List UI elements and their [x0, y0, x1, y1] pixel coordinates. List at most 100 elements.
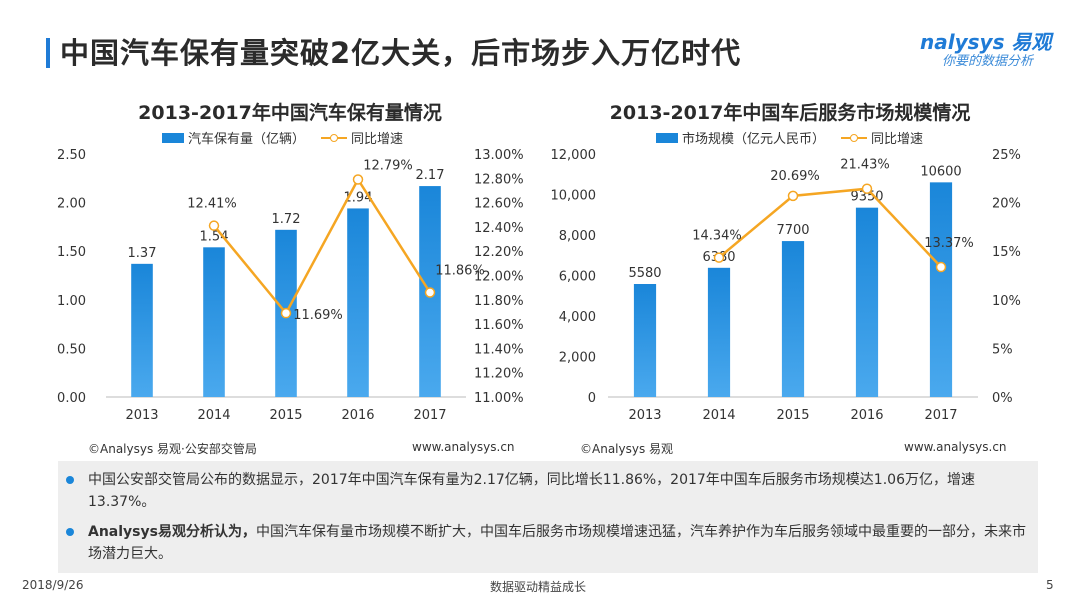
- y-left-tick-label: 8,000: [559, 229, 596, 244]
- bullet-icon: [66, 528, 74, 536]
- legend-bar-label: 汽车保有量（亿辆）: [188, 132, 306, 147]
- chart-2-legend: 市场规模（亿元人民币） 同比增速: [656, 128, 923, 147]
- x-tick-label: 2016: [341, 408, 374, 423]
- chart-1-site: www.analysys.cn: [412, 440, 515, 454]
- note-bold: Analysys易观分析认为，: [88, 524, 256, 540]
- notes-panel: 中国公安部交管局公布的数据显示，2017年中国汽车保有量为2.17亿辆，同比增长…: [58, 461, 1038, 573]
- x-tick-label: 2014: [197, 408, 230, 423]
- bar-value-label: 5580: [628, 266, 661, 281]
- chart-1-plot: 0.00 0.50 1.00 1.50 2.00 2.50 11.00% 11.20% 11.4…: [57, 148, 524, 423]
- note-text: 中国汽车保有量市场规模不断扩大，中国车后服务市场规模增速迅猛，汽车养护作为车后服…: [88, 524, 1026, 562]
- y-left-tick-label: 0: [588, 391, 596, 406]
- y-left-tick-label: 0.50: [57, 342, 86, 357]
- growth-line: [213, 177, 432, 316]
- growth-label: 21.43%: [840, 158, 890, 173]
- x-tick-label: 2015: [776, 408, 809, 423]
- growth-point: [208, 220, 220, 231]
- growth-label: 11.69%: [293, 308, 343, 323]
- y-right-tick-label: 11.00%: [474, 391, 524, 406]
- growth-point: [861, 183, 873, 194]
- footer-center: 数据驱动精益成长: [490, 580, 587, 594]
- y-right-tick-label: 12.00%: [474, 270, 524, 285]
- x-tick-label: 2013: [125, 408, 158, 423]
- growth-line: [718, 187, 942, 268]
- y-left-tick-label: 2.00: [57, 197, 86, 212]
- x-tick-label: 2017: [924, 408, 957, 423]
- growth-label: 12.41%: [187, 197, 237, 212]
- bar-value-label: 1.72: [272, 212, 301, 227]
- y-left-tick-label: 6,000: [559, 270, 596, 285]
- page-number: 5: [1046, 578, 1054, 592]
- y-left-tick-label: 2,000: [559, 351, 596, 366]
- y-right-tick-label: 25%: [992, 148, 1021, 163]
- growth-point: [352, 174, 364, 185]
- brand-logo: nalysys 易观 你要的数据分析: [920, 26, 1060, 72]
- y-right-tick-label: 5%: [992, 342, 1013, 357]
- x-tick-label: 2014: [702, 408, 735, 423]
- y-left-tick-label: 1.50: [57, 245, 86, 260]
- chart-1-source: ©Analysys 易观·公安部交管局: [88, 442, 257, 456]
- growth-label: 14.34%: [692, 229, 742, 244]
- y-right-tick-label: 11.60%: [474, 318, 524, 333]
- y-right-tick-label: 20%: [992, 197, 1021, 212]
- x-tick-label: 2017: [413, 408, 446, 423]
- chart-2-source: ©Analysys 易观: [580, 442, 674, 456]
- bar-value-label: 9350: [850, 190, 883, 205]
- y-left-tick-label: 10,000: [551, 189, 597, 204]
- bar-value-label: 7700: [776, 223, 809, 238]
- bullet-icon: [66, 476, 74, 484]
- bar: [347, 208, 369, 397]
- chart-2-site: www.analysys.cn: [904, 440, 1007, 454]
- y-right-tick-label: 11.20%: [474, 367, 524, 382]
- growth-point: [713, 252, 725, 263]
- bar: [781, 241, 805, 397]
- y-right-tick-label: 12.40%: [474, 221, 524, 236]
- chart-2-title: 2013-2017年中国车后服务市场规模情况: [609, 102, 971, 124]
- brand-slogan: 你要的数据分析: [942, 54, 1034, 69]
- growth-label: 13.37%: [924, 236, 974, 251]
- footer-date: 2018/9/26: [22, 578, 84, 592]
- y-left-tick-label: 0.00: [57, 391, 86, 406]
- growth-label: 20.69%: [770, 169, 820, 184]
- bar: [633, 284, 657, 397]
- growth-point: [424, 287, 436, 298]
- legend-bar-swatch: [656, 132, 678, 143]
- y-right-tick-label: 10%: [992, 294, 1021, 309]
- y-left-tick-label: 1.00: [57, 294, 86, 309]
- bar: [203, 247, 225, 397]
- page-title: 中国汽车保有量突破2亿大关，后市场步入万亿时代: [60, 36, 742, 70]
- y-left-tick-label: 12,000: [551, 148, 597, 163]
- legend-line-label: 同比增速: [351, 132, 404, 147]
- growth-label: 12.79%: [363, 159, 413, 174]
- chart-1-legend: 汽车保有量（亿辆） 同比增速: [162, 128, 403, 147]
- title-accent-bar: [46, 38, 50, 68]
- bar: [131, 263, 153, 397]
- x-tick-label: 2013: [628, 408, 661, 423]
- bar: [707, 267, 731, 397]
- note-text: 中国公安部交管局公布的数据显示，2017年中国汽车保有量为2.17亿辆，同比增长…: [88, 472, 975, 510]
- y-right-tick-label: 12.60%: [474, 197, 524, 212]
- bar-value-label: 2.17: [416, 168, 445, 183]
- chart-2-plot: 0 2,000 4,000 6,000 8,000 10,000 12,000 0% 5% 10%…: [551, 148, 1021, 423]
- growth-label: 11.86%: [435, 264, 485, 279]
- y-right-tick-label: 12.20%: [474, 245, 524, 260]
- x-tick-label: 2015: [269, 408, 302, 423]
- bar-value-label: 10600: [920, 164, 961, 179]
- y-right-tick-label: 12.80%: [474, 172, 524, 187]
- x-tick-label: 2016: [850, 408, 883, 423]
- legend-line-swatch: [841, 133, 868, 143]
- legend-bar-swatch: [162, 132, 184, 143]
- y-left-tick-label: 4,000: [559, 310, 596, 325]
- y-right-tick-label: 11.80%: [474, 294, 524, 309]
- legend-line-label: 同比增速: [871, 132, 924, 147]
- growth-point: [280, 307, 292, 319]
- growth-point: [787, 190, 799, 202]
- y-right-tick-label: 0%: [992, 391, 1013, 406]
- y-right-tick-label: 15%: [992, 245, 1021, 260]
- chart-1-title: 2013-2017年中国汽车保有量情况: [138, 102, 442, 124]
- growth-point: [935, 261, 947, 273]
- bar: [855, 207, 879, 397]
- bar-value-label: 1.37: [128, 246, 157, 261]
- legend-bar-label: 市场规模（亿元人民币）: [682, 132, 826, 147]
- brand-name: nalysys 易观: [920, 30, 1052, 54]
